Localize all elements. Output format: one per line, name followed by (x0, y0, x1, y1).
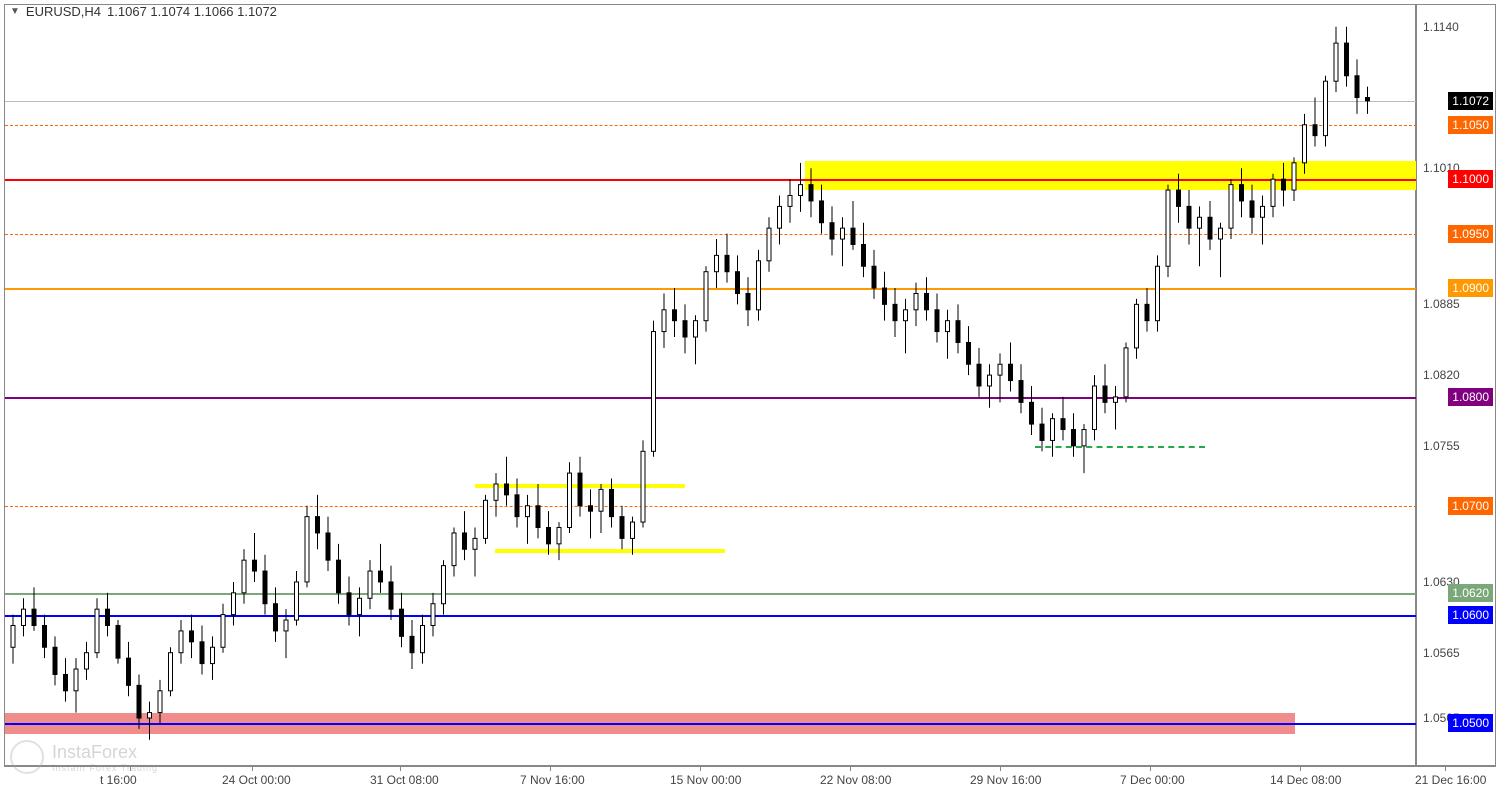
x-tick-label: 29 Nov 16:00 (970, 773, 1041, 787)
price-level-label: 1.1072 (1448, 92, 1493, 110)
x-tick-label: t 16:00 (100, 773, 137, 787)
y-tick-label: 1.0755 (1423, 439, 1460, 453)
price-level-label: 1.1050 (1448, 116, 1493, 134)
y-tick-label: 1.0820 (1423, 368, 1460, 382)
chart-container: ▼ EURUSD,H4 1.1067 1.1074 1.1066 1.1072 … (0, 0, 1500, 800)
time-axis: t 16:00 24 Oct 00:00 31 Oct 08:00 7 Nov 16:… (4, 766, 1496, 796)
watermark-brand: InstaForex (52, 742, 137, 762)
logo-icon (10, 740, 44, 774)
y-tick-label: 1.0565 (1423, 646, 1460, 660)
price-level-label: 1.0700 (1448, 497, 1493, 515)
x-tick-label: 22 Nov 08:00 (820, 773, 891, 787)
price-level-label: 1.0950 (1448, 225, 1493, 243)
x-tick-label: 7 Nov 16:00 (520, 773, 585, 787)
x-tick-label: 21 Dec 16:00 (1415, 773, 1486, 787)
price-level-label: 1.1000 (1448, 170, 1493, 188)
x-tick-label: 31 Oct 08:00 (370, 773, 439, 787)
chart-title-bar: ▼ EURUSD,H4 1.1067 1.1074 1.1066 1.1072 (10, 4, 277, 19)
x-tick-label: 24 Oct 00:00 (222, 773, 291, 787)
price-level-label: 1.0500 (1448, 714, 1493, 732)
dropdown-arrow-icon[interactable]: ▼ (10, 6, 20, 17)
plot-area[interactable] (4, 4, 1416, 766)
candlestick-series (5, 5, 1417, 767)
y-tick-label: 1.1140 (1423, 20, 1459, 34)
watermark: InstaForex Instant Forex Trading (10, 740, 158, 774)
x-tick-label: 14 Dec 08:00 (1270, 773, 1341, 787)
price-level-label: 1.0900 (1448, 279, 1493, 297)
price-level-label: 1.0600 (1448, 606, 1493, 624)
price-level-label: 1.0800 (1448, 388, 1493, 406)
watermark-sub: Instant Forex Trading (52, 763, 158, 773)
price-level-label: 1.0620 (1448, 584, 1493, 602)
price-axis: 1.11401.10101.08851.08201.07551.06301.05… (1416, 4, 1496, 766)
ohlc-label: 1.1067 1.1074 1.1066 1.1072 (107, 4, 277, 19)
x-tick-label: 15 Nov 00:00 (670, 773, 741, 787)
symbol-label: EURUSD,H4 (26, 4, 101, 19)
x-tick-label: 7 Dec 00:00 (1120, 773, 1185, 787)
y-tick-label: 1.0885 (1423, 297, 1460, 311)
